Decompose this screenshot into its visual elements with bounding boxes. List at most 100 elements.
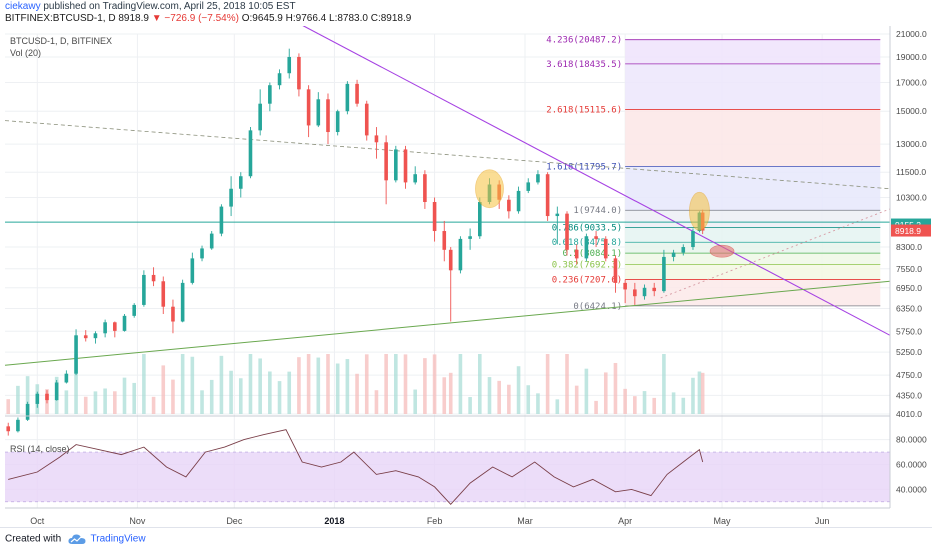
volume-bar [74,354,78,414]
volume-bar [151,396,156,414]
fib-zone [625,253,881,265]
volume-bar [448,372,453,414]
candle-body [306,89,311,126]
y-tick-label: 4010.0 [896,409,922,419]
candle-body [103,322,107,334]
volume-bar [229,370,233,414]
x-tick-label: Oct [30,516,45,526]
candle-body [64,373,69,383]
x-tick-label: May [714,516,732,526]
candle-body [662,256,666,292]
volume-bar [594,400,598,414]
candle-body [432,201,437,232]
fib-label: 0.382(7692.3) [552,260,622,270]
rsi-tick-label: 60.0000 [896,460,927,470]
y-tick-label: 17000.0 [896,77,927,87]
y-tick-label: 8300.0 [896,242,922,252]
volume-bar [662,354,666,414]
fib-zone [625,264,881,280]
candle-body [277,73,282,86]
volume-bar [268,371,272,414]
fib-label: 0(6424.1) [573,302,622,312]
fib-label: 2.618(15115.6) [546,105,622,115]
candle-body [345,83,350,112]
volume-bar [355,373,359,414]
volume-bar [364,354,369,414]
fib-label: 0.236(7207.6) [552,275,622,285]
volume-bar [413,389,418,414]
x-tick-label: Dec [226,516,243,526]
volume-bar [671,392,676,414]
volume-bar [374,390,379,414]
y-tick-label: 15000.0 [896,106,927,116]
candle-body [594,236,598,239]
fib-zone [625,279,881,306]
highlight-circle [689,191,710,231]
volume-bar [545,354,550,414]
volume-bar [423,358,427,414]
volume-bar [613,362,618,414]
volume-bar [697,371,702,414]
volume-bar [565,354,569,414]
x-tick-label: 2018 [324,516,344,526]
fib-zone [625,109,881,167]
volume-bar [345,359,350,414]
low-value: L:8783.0 [329,13,368,24]
candle-body [691,231,695,248]
y-tick-label: 5750.0 [896,326,922,336]
support-trendline [4,280,891,366]
candle-body [536,174,540,183]
volume-bar [316,357,321,414]
volume-bar [113,391,117,414]
chart-canvas[interactable]: 4.236(20487.2) 3.618(18435.5) 2.618(15115.… [0,26,932,527]
candle-body [671,252,676,257]
candle-body [209,233,214,249]
candle-body [448,249,453,271]
volume-bar [642,391,647,414]
y-tick-label: 6350.0 [896,304,922,314]
author-link[interactable]: ciekawy [5,1,41,12]
volume-bar [442,377,447,414]
x-tick-label: Mar [517,516,533,526]
fib-label: 0.786(9033.5) [552,224,622,234]
highlight-circle [475,169,504,209]
volume-bar [700,372,705,414]
candle-body [6,426,11,432]
rsi-title: RSI (14, close) [10,444,70,454]
candle-body [458,238,463,271]
candle-body [403,149,408,183]
volume-bar [507,384,511,414]
candle-body [45,393,49,401]
volume-bar [516,366,521,414]
x-tick-label: Jun [815,516,830,526]
x-tick-label: Apr [618,516,632,526]
tradingview-brand[interactable]: TradingView [90,533,146,545]
dotted-projection-line [660,208,891,299]
candle-body [326,99,330,133]
candle-body [93,333,98,339]
candles [6,48,705,436]
created-with: Created with TradingView [5,533,146,545]
volume-bar [180,354,185,414]
down-arrow-icon: ▼ [151,13,162,24]
published-text: published on TradingView.com, April 25, … [43,1,296,12]
volume-bar [64,390,69,414]
candle-body [161,281,166,307]
y-tick-label: 13000.0 [896,139,927,149]
x-tick-label: Feb [427,516,443,526]
rsi-pane [5,429,890,505]
volume-bar [93,391,98,414]
candle-body [54,382,59,401]
fib-zone [625,210,881,228]
volume-bar [487,377,492,414]
volume-bar [132,382,136,414]
fib-extension: 4.236(20487.2) 3.618(18435.5) 2.618(15115.… [546,36,881,312]
fib-label: 1.618(11795.7) [546,162,622,172]
fib-zone [625,39,881,64]
rsi-tick-label: 80.0000 [896,435,927,445]
candle-body [374,135,379,143]
x-tick-label: Nov [129,516,146,526]
volume-bar [171,379,175,414]
candle-body [603,238,608,259]
candle-body [248,130,253,177]
